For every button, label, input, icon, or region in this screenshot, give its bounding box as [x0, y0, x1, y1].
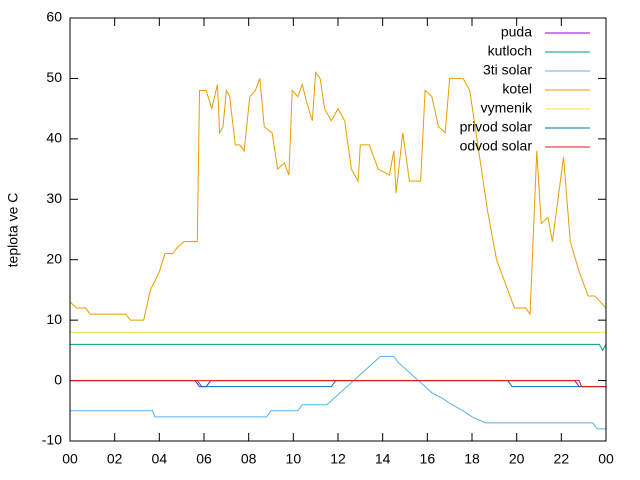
x-tick-label: 04 — [152, 451, 168, 467]
series-line — [70, 380, 606, 388]
x-tick-label: 16 — [420, 451, 436, 467]
series-line — [69, 70, 607, 321]
x-tick-label: 08 — [241, 451, 257, 467]
y-tick-label: 40 — [46, 130, 62, 146]
x-tick-label: 12 — [330, 451, 346, 467]
x-tick-label: 00 — [62, 451, 78, 467]
y-tick-label: 0 — [54, 371, 62, 387]
series-line — [70, 380, 606, 388]
y-tick-label: -10 — [42, 432, 62, 448]
legend-label: kutloch — [488, 43, 532, 59]
legend-label: odvod solar — [460, 138, 533, 154]
x-tick-label: 20 — [509, 451, 525, 467]
legend-label: 3ti solar — [483, 62, 532, 78]
legend-label: puda — [501, 24, 532, 40]
x-tick-label: 18 — [464, 451, 480, 467]
x-tick-label: 10 — [286, 451, 302, 467]
x-tick-label: 14 — [375, 451, 391, 467]
x-tick-label: 02 — [107, 451, 123, 467]
legend-label: vymenik — [481, 100, 533, 116]
x-tick-label: 00 — [598, 451, 614, 467]
x-tick-label: 06 — [196, 451, 212, 467]
plot-frame — [69, 17, 607, 442]
y-tick-label: 20 — [46, 250, 62, 266]
x-tick-label: 22 — [554, 451, 570, 467]
series-line — [70, 343, 607, 352]
y-tick-label: 30 — [46, 190, 62, 206]
legend-label: privod solar — [460, 119, 533, 135]
y-tick-label: 50 — [46, 69, 62, 85]
y-axis-label: teplota ve C — [5, 193, 21, 268]
series-line — [70, 355, 606, 430]
y-tick-label: 10 — [46, 311, 62, 327]
legend-label: kotel — [502, 81, 532, 97]
y-tick-label: 60 — [46, 9, 62, 25]
series-line — [70, 380, 606, 388]
